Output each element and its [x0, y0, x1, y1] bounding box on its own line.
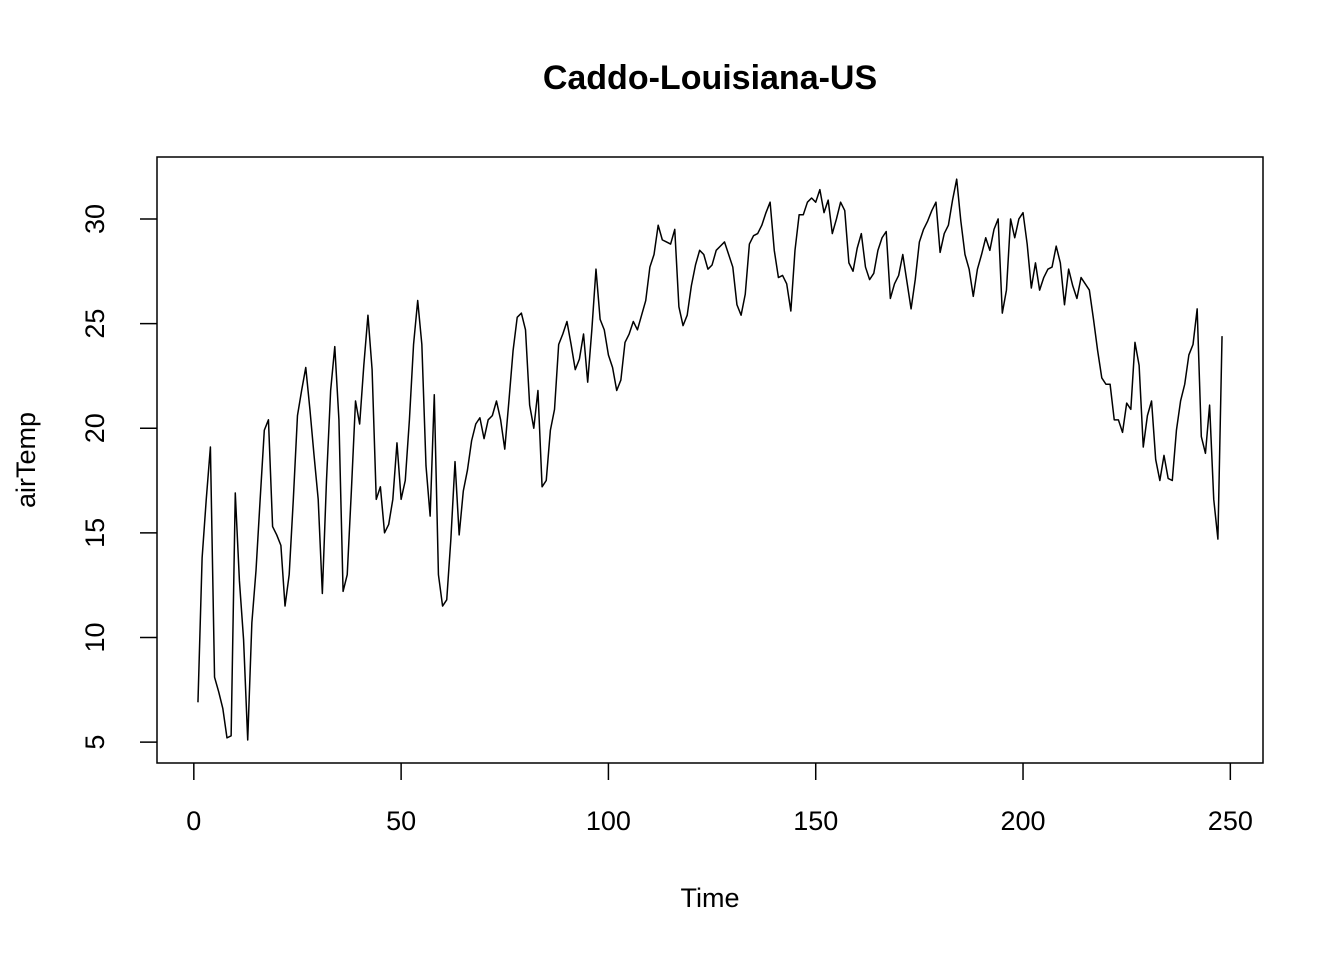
x-tick-label: 150: [793, 806, 838, 836]
y-tick-label: 25: [80, 309, 110, 339]
line-series: [197, 178, 1223, 741]
y-tick-label: 30: [80, 204, 110, 234]
plot-box: [156, 156, 1264, 764]
x-tick-label: 100: [586, 806, 631, 836]
x-tick-label: 250: [1208, 806, 1253, 836]
x-tick-label: 50: [386, 806, 416, 836]
y-tick-label: 5: [80, 735, 110, 750]
chart-title: Caddo-Louisiana-US: [543, 59, 877, 97]
y-tick-label: 20: [80, 413, 110, 443]
y-tick-label: 15: [80, 518, 110, 548]
x-axis-title: Time: [681, 883, 740, 913]
x-tick-label: 200: [1000, 806, 1045, 836]
y-axis-title: airTemp: [11, 412, 41, 508]
x-tick-label: 0: [186, 806, 201, 836]
y-tick-label: 10: [80, 622, 110, 652]
